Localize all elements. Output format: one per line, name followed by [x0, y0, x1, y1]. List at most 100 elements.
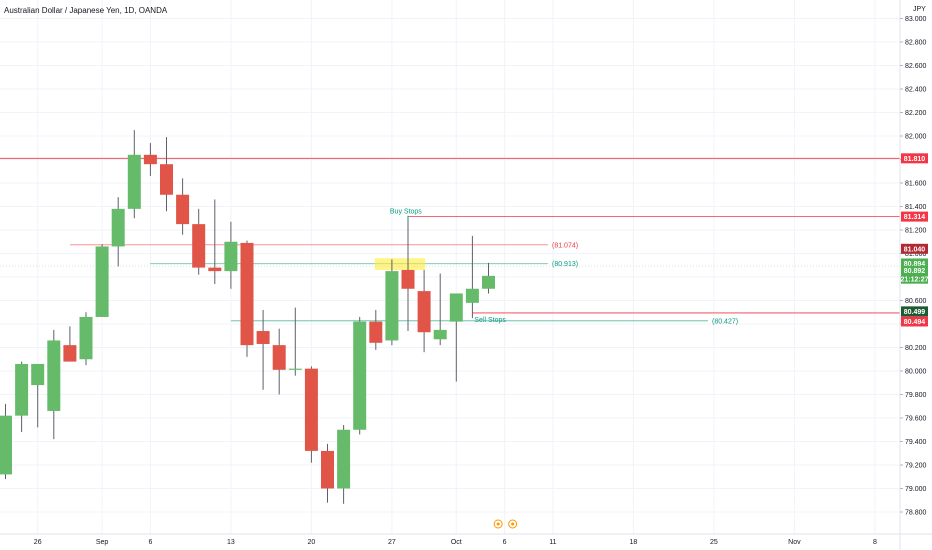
candle-body	[465, 288, 479, 303]
highlight-zone	[374, 258, 426, 270]
candle	[369, 309, 383, 350]
x-tick-label: 11	[549, 539, 556, 546]
candle-body	[63, 345, 77, 362]
annotation-label: Sell Stops	[474, 317, 506, 324]
event-icon-dot	[496, 522, 500, 526]
candle-body	[192, 224, 206, 268]
price-tag-label: 81.810	[904, 156, 926, 163]
candle	[385, 259, 399, 346]
x-tick-label: 18	[630, 539, 638, 546]
candle	[482, 262, 495, 294]
y-tick-label: 82.000	[905, 134, 927, 141]
annotation-label: Buy Stops	[390, 209, 422, 216]
candle	[321, 443, 334, 503]
candle-body	[240, 242, 254, 346]
x-tick-label: Oct	[451, 539, 462, 546]
y-tick-label: 81.000	[905, 251, 927, 258]
price-tag-label: 81.314	[904, 214, 926, 221]
candle-body	[417, 291, 431, 333]
candle-body	[304, 368, 318, 451]
candle	[192, 208, 206, 275]
price-tag-label: 81.040	[904, 246, 926, 253]
y-tick-label: 81.200	[905, 228, 927, 235]
x-tick-label: 6	[148, 539, 152, 546]
y-tick-label: 80.600	[905, 298, 927, 305]
y-tick-label: 79.400	[905, 439, 927, 446]
candle	[449, 293, 463, 382]
candle	[111, 197, 125, 267]
price-tag	[901, 316, 928, 327]
x-tick-label: 20	[308, 539, 316, 546]
event-icon-dot	[511, 522, 515, 526]
candle-body	[160, 164, 173, 195]
candle	[95, 244, 109, 317]
candle	[15, 361, 29, 433]
candle-body	[433, 329, 447, 340]
annotation-label: (80.913)	[552, 261, 578, 268]
candle	[160, 137, 173, 212]
candle-body	[337, 429, 351, 489]
annotation-label: (80.427)	[712, 318, 738, 325]
candle	[63, 326, 77, 362]
candle	[433, 273, 447, 346]
candle	[256, 309, 270, 390]
candle	[353, 316, 367, 435]
y-tick-label: 82.800	[905, 40, 927, 47]
candle	[0, 403, 12, 480]
y-tick-label: 80.000	[905, 369, 927, 376]
candle-body	[127, 154, 141, 209]
candle	[465, 235, 479, 319]
price-tag	[901, 306, 928, 317]
y-tick-label: 79.600	[905, 416, 927, 423]
candle-body	[385, 271, 399, 341]
y-tick-label: 79.200	[905, 463, 927, 470]
candle-body	[369, 321, 383, 343]
currency-label: JPY	[913, 6, 926, 13]
y-tick-label: 82.200	[905, 110, 927, 117]
candle	[224, 221, 238, 289]
price-tag	[901, 265, 928, 276]
y-tick-label: 79.800	[905, 392, 927, 399]
candle	[127, 130, 141, 219]
time-axis[interactable]: 26 Sep 6 13 20 27 Oct 6 11 18 25 Nov 8	[0, 533, 932, 546]
candle-body	[272, 345, 286, 370]
candle	[31, 363, 45, 428]
candle-body	[256, 331, 270, 344]
candle	[208, 199, 222, 285]
candle	[176, 178, 190, 235]
candle-body	[79, 316, 93, 360]
candle	[240, 240, 254, 357]
x-tick-label: 13	[227, 539, 235, 546]
candle-body	[482, 275, 495, 289]
annotation-label: (81.074)	[552, 242, 578, 249]
candle-body	[95, 246, 109, 317]
annotations: Buy Stops Sell Stops (81.074) (80.913) (80.4…	[390, 209, 738, 529]
candle-body	[111, 208, 125, 247]
price-tag-label: 80.894	[904, 261, 926, 268]
candle-body	[321, 450, 334, 489]
y-tick-label: 79.000	[905, 486, 927, 493]
candle	[79, 312, 93, 366]
candle-body	[0, 415, 12, 475]
price-tag-label: 80.494	[904, 319, 926, 326]
x-tick-label: 25	[710, 539, 718, 546]
countdown-label: 21:12:27	[900, 276, 928, 283]
candle-body	[208, 267, 222, 272]
x-tick-label: 26	[34, 539, 42, 546]
candle-body	[288, 368, 302, 370]
candle	[288, 307, 302, 376]
price-tag-label: 80.499	[904, 309, 926, 316]
grid	[0, 0, 900, 534]
x-tick-label: Nov	[788, 539, 801, 546]
price-tag	[901, 243, 928, 254]
candle-body	[176, 194, 190, 225]
countdown-tag	[901, 274, 928, 284]
candle-body	[31, 363, 45, 386]
y-tick-label: 81.400	[905, 204, 927, 211]
candle	[304, 366, 318, 463]
candle	[401, 215, 415, 332]
candle-body	[15, 363, 29, 416]
